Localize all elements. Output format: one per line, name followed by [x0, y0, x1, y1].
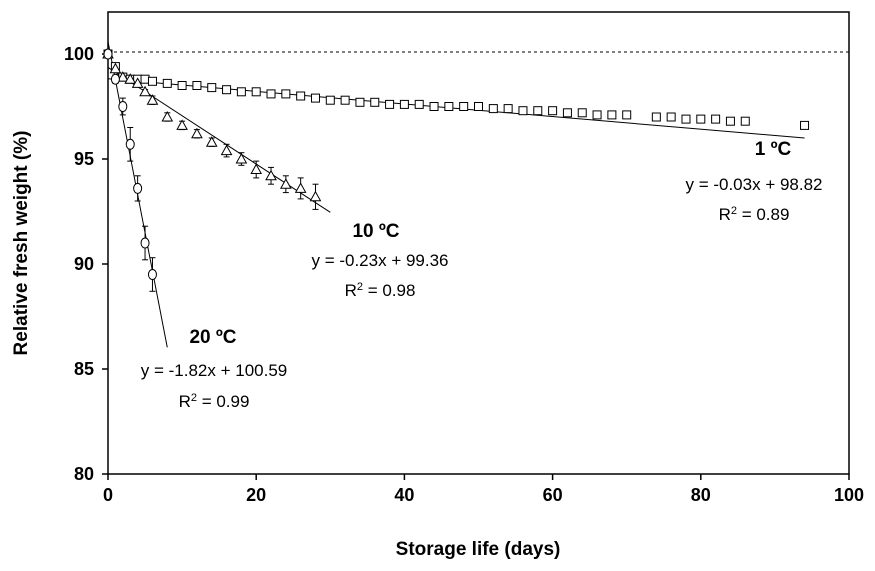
- point-1c: [251, 87, 261, 97]
- point-1c: [296, 91, 306, 101]
- x-tick-label-0: 0: [103, 485, 113, 505]
- y-tick-label-85: 85: [74, 359, 94, 379]
- r2-20c-value: 0.99: [216, 392, 249, 411]
- point-20c: [147, 269, 157, 280]
- point-1c: [711, 114, 721, 124]
- point-10c: [294, 182, 307, 193]
- equation-1c: y = -0.03x + 98.82: [685, 175, 822, 194]
- r2-1c-value: 0.89: [756, 205, 789, 224]
- point-20c: [140, 237, 150, 249]
- point-1c: [192, 81, 202, 90]
- point-10c: [146, 94, 159, 105]
- equation-10c: y = -0.23x + 99.36: [311, 251, 448, 270]
- point-20c: [133, 182, 143, 194]
- point-1c: [666, 112, 676, 122]
- point-1c: [577, 108, 587, 118]
- point-1c: [162, 78, 172, 88]
- point-1c: [444, 102, 454, 111]
- r2-20c: R2 = 0.99: [179, 392, 250, 411]
- point-1c: [488, 104, 498, 114]
- point-1c: [622, 110, 632, 120]
- point-1c: [681, 114, 691, 124]
- point-1c: [518, 106, 528, 116]
- point-20c: [103, 48, 113, 60]
- point-1c: [399, 99, 409, 109]
- point-10c: [191, 127, 203, 139]
- point-10c: [124, 73, 137, 84]
- axis-ticks: 0 20 40 60 80 100 80 85 90 95 100: [64, 44, 864, 505]
- point-1c: [177, 81, 187, 90]
- series-label-20c: 20 ºC: [189, 327, 236, 348]
- point-1c: [325, 95, 335, 105]
- point-1c: [459, 102, 469, 111]
- point-1c: [800, 120, 810, 130]
- point-10c: [109, 62, 122, 74]
- point-10c: [176, 119, 188, 130]
- point-1c: [340, 95, 350, 105]
- x-tick-label-20: 20: [246, 485, 266, 505]
- point-1c: [429, 102, 439, 111]
- point-1c: [696, 114, 706, 124]
- point-1c: [355, 97, 365, 107]
- series-label-10c: 10 ºC: [352, 221, 399, 242]
- x-tick-label-100: 100: [834, 485, 864, 505]
- point-1c: [266, 89, 276, 99]
- point-10c: [205, 136, 218, 147]
- point-1c: [562, 108, 572, 118]
- series-label-1c: 1 ºC: [755, 139, 792, 160]
- r2-10c-value: 0.98: [382, 281, 415, 300]
- y-tick-label-100: 100: [64, 44, 94, 64]
- point-1c: [147, 76, 157, 86]
- data-markers: [102, 47, 810, 280]
- x-tick-label-60: 60: [543, 485, 563, 505]
- point-1c: [503, 104, 513, 114]
- point-1c: [533, 106, 543, 116]
- point-1c: [310, 93, 320, 103]
- point-1c: [548, 106, 558, 116]
- point-1c: [222, 85, 232, 95]
- plot-frame: [107, 11, 850, 475]
- x-axis-title: Storage life (days): [396, 539, 561, 560]
- r2-1c-superscript: 2: [731, 205, 737, 217]
- point-1c: [474, 102, 483, 111]
- x-tick-label-80: 80: [691, 485, 711, 505]
- y-tick-label-90: 90: [74, 254, 94, 274]
- point-10c: [161, 110, 174, 122]
- y-tick-label-80: 80: [74, 464, 94, 484]
- point-1c: [651, 112, 661, 122]
- x-tick-label-40: 40: [394, 485, 414, 505]
- y-tick-label-95: 95: [74, 149, 94, 169]
- point-1c: [725, 116, 735, 126]
- r2-10c-superscript: 2: [357, 281, 363, 293]
- point-1c: [385, 99, 395, 109]
- equation-20c: y = -1.82x + 100.59: [141, 361, 288, 380]
- point-1c: [281, 89, 291, 99]
- point-10c: [220, 144, 233, 156]
- y-axis-title: Relative fresh weight (%): [11, 131, 32, 356]
- r2-20c-superscript: 2: [191, 392, 197, 404]
- point-1c: [414, 99, 424, 109]
- point-20c: [110, 73, 120, 85]
- r2-10c: R2 = 0.98: [345, 281, 416, 300]
- r2-1c: R2 = 0.89: [719, 205, 790, 224]
- point-10c: [139, 85, 151, 97]
- point-10c: [265, 169, 277, 181]
- point-10c: [235, 152, 248, 164]
- point-10c: [116, 71, 129, 82]
- error-bars: [112, 66, 319, 292]
- point-1c: [236, 87, 246, 97]
- point-1c: [740, 116, 750, 126]
- point-1c: [607, 110, 617, 120]
- point-20c: [118, 101, 128, 112]
- point-10c: [131, 77, 144, 88]
- point-1c: [370, 97, 380, 107]
- point-10c: [279, 178, 292, 189]
- point-10c: [250, 163, 263, 174]
- point-10c: [309, 190, 322, 202]
- point-1c: [592, 110, 602, 120]
- point-1c: [207, 83, 217, 93]
- point-1c: [140, 74, 150, 84]
- point-20c: [125, 138, 135, 150]
